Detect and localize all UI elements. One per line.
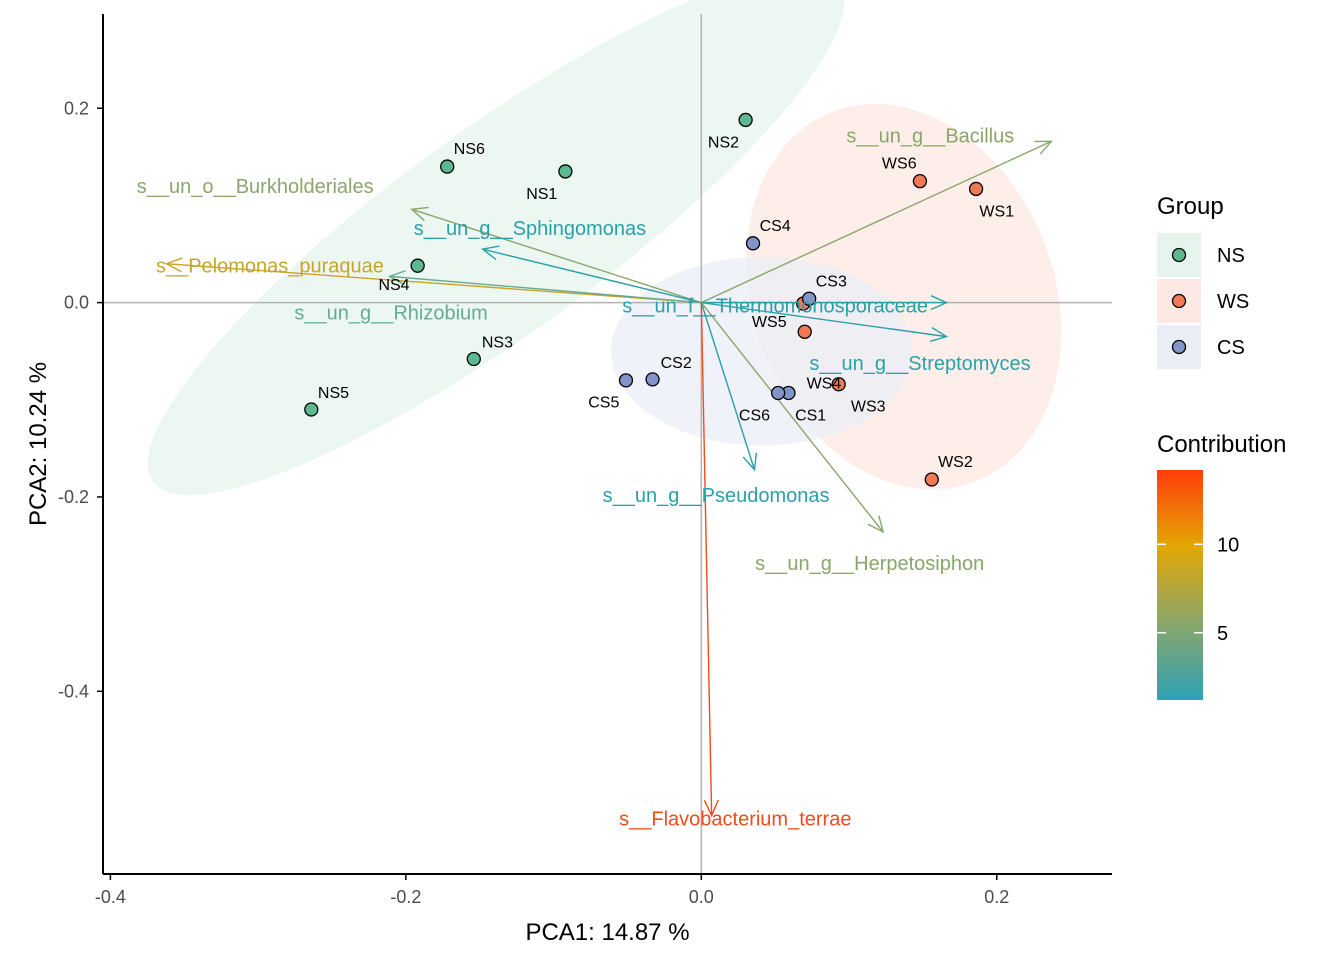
- point-label-ns3: NS3: [482, 334, 513, 351]
- point-ns5: [304, 402, 319, 417]
- point-ws1: [968, 181, 984, 197]
- ellipse-ns: [147, 0, 845, 496]
- point-cs4: [745, 236, 761, 251]
- point-label-ws1: WS1: [979, 203, 1014, 220]
- x-tick-label: -0.4: [95, 887, 126, 907]
- loading-s-un-g-herpetosiphon-arrow: [700, 302, 884, 533]
- point-ws6: [912, 173, 928, 189]
- point-ns6: [440, 159, 455, 174]
- point-cs3: [802, 291, 817, 306]
- loading-s-un-g-streptomyces-label: s__un_g__Streptomyces: [809, 353, 1030, 375]
- point-label-ws3: WS3: [851, 399, 886, 416]
- legend-label-cs: CS: [1217, 337, 1245, 359]
- point-label-cs6: CS6: [739, 407, 770, 424]
- loading-s-flavobacterium-terrae-arrowhead: [703, 799, 719, 818]
- point-label-ws6: WS6: [882, 156, 917, 173]
- point-label-ws4: WS4: [807, 375, 842, 392]
- loading-s-un-o-burkholderiales-arrow: [411, 208, 702, 304]
- loading-s-un-o-burkholderiales-arrowhead: [410, 206, 429, 222]
- point-label-cs3: CS3: [816, 273, 847, 290]
- point-ws4: [797, 324, 812, 339]
- point-ws2: [924, 472, 939, 487]
- y-tick-label: 0.0: [64, 293, 89, 313]
- point-cs5: [618, 373, 634, 388]
- ellipse-cs: [611, 256, 913, 446]
- legend-label-ns: NS: [1217, 245, 1245, 267]
- loading-s-pelomonas-puraquae-arrowhead: [164, 257, 183, 273]
- loading-s-un-g-pseudomonas-arrowhead: [742, 452, 758, 472]
- colorbar-tick-label: 10: [1217, 534, 1239, 556]
- legend-point-ws: [1171, 293, 1187, 309]
- loading-s-un-g-bacillus-arrowhead: [1034, 140, 1053, 155]
- loading-s-un-g-streptomyces-arrow: [701, 301, 947, 338]
- point-ns3: [466, 351, 481, 367]
- loading-s-un-g-streptomyces-arrowhead: [930, 327, 949, 343]
- y-tick-label: -0.2: [58, 487, 89, 507]
- loading-s-un-g-bacillus-arrow: [701, 140, 1052, 304]
- point-label-ns2: NS2: [708, 134, 739, 151]
- point-label-ws5: WS5: [752, 314, 787, 331]
- point-ns2: [738, 112, 753, 128]
- x-tick-label: -0.2: [390, 887, 421, 907]
- loading-s-un-g-rhizobium-label: s__un_g__Rhizobium: [294, 302, 487, 324]
- point-ws3: [831, 377, 846, 392]
- y-axis-title: PCA2: 10.24 %: [25, 362, 52, 526]
- x-tick-label: 0.0: [689, 887, 714, 907]
- loading-s-un-g-sphingomonas-label: s__un_g__Sphingomonas: [414, 218, 646, 240]
- point-label-cs1: CS1: [795, 407, 826, 424]
- loading-s-pelomonas-puraquae-arrow: [166, 263, 702, 304]
- loading-s-un-f-thermomonosporaceae-arrowhead: [930, 295, 949, 311]
- colorbar-tick-label: 5: [1217, 623, 1228, 645]
- point-label-ns1: NS1: [526, 186, 557, 203]
- point-label-ns4: NS4: [378, 277, 409, 294]
- legend-label-ws: WS: [1217, 291, 1249, 313]
- point-label-ws2: WS2: [938, 454, 973, 471]
- loading-s-un-o-burkholderiales-label: s__un_o__Burkholderiales: [137, 176, 374, 198]
- loading-s-un-g-herpetosiphon-arrowhead: [867, 515, 885, 534]
- loading-s-un-g-bacillus-label: s__un_g__Bacillus: [846, 125, 1014, 147]
- point-label-cs4: CS4: [760, 218, 791, 235]
- point-label-cs5: CS5: [588, 395, 619, 412]
- loading-s-un-f-thermomonosporaceae-label: s__un_f__Thermomonosporaceae: [622, 296, 928, 318]
- point-label-ns6: NS6: [454, 141, 485, 158]
- legend-group-title: Group: [1157, 193, 1224, 220]
- loading-s-un-g-rhizobium-arrowhead: [387, 270, 406, 286]
- point-ns1: [558, 164, 573, 179]
- point-label-ns5: NS5: [318, 385, 349, 402]
- loading-s-pelomonas-puraquae-label: s__Pelomonas_puraquae: [156, 256, 384, 278]
- point-label-cs2: CS2: [661, 355, 692, 372]
- x-axis-title: PCA1: 14.87 %: [525, 919, 689, 946]
- point-cs6: [770, 385, 786, 401]
- loading-s-flavobacterium-terrae-label: s__Flavobacterium_terrae: [619, 809, 851, 831]
- x-tick-label: 0.2: [984, 887, 1009, 907]
- loading-s-flavobacterium-terrae-arrow: [700, 302, 713, 816]
- loading-s-un-g-sphingomonas-arrow: [482, 248, 702, 304]
- legend-point-cs: [1171, 339, 1187, 355]
- y-tick-label: -0.4: [58, 681, 89, 701]
- legend-contribution-title: Contribution: [1157, 431, 1286, 458]
- loading-s-un-g-herpetosiphon-label: s__un_g__Herpetosiphon: [755, 553, 984, 575]
- loading-s-un-g-pseudomonas-arrow: [700, 302, 756, 470]
- point-ns4: [410, 258, 425, 273]
- loading-s-un-g-rhizobium-arrow: [389, 275, 702, 304]
- point-cs2: [645, 372, 660, 387]
- y-tick-label: 0.2: [64, 98, 89, 118]
- loading-s-un-g-pseudomonas-label: s__un_g__Pseudomonas: [603, 485, 830, 507]
- loading-s-un-g-sphingomonas-arrowhead: [481, 245, 500, 261]
- contribution-colorbar: [1157, 470, 1203, 700]
- legend-point-ns: [1171, 247, 1187, 263]
